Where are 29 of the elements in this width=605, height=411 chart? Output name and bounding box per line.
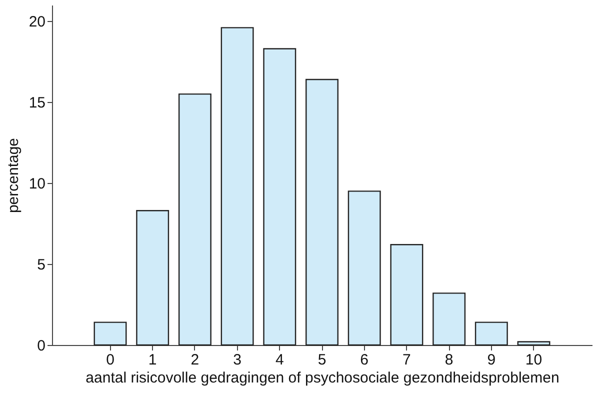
bar	[220, 27, 254, 346]
x-tick-label: 4	[275, 352, 284, 368]
y-tick-label: 0	[37, 338, 46, 354]
x-tick-label: 6	[360, 352, 369, 368]
y-tick-label: 10	[28, 176, 46, 193]
y-axis-title: percentage	[4, 138, 22, 214]
bar	[432, 292, 466, 346]
x-tick-label: 9	[487, 352, 496, 368]
y-tick-label: 15	[28, 94, 46, 112]
y-tick-label: 20	[28, 14, 46, 31]
bar	[306, 78, 338, 346]
x-tick-label: 8	[444, 352, 454, 368]
bar	[348, 190, 381, 346]
x-axis-title: aantal risicovolle gedragingen of psychosociale gezondheidsproblemen	[86, 370, 560, 386]
bar	[517, 341, 550, 346]
bar	[474, 322, 508, 346]
bar	[390, 244, 424, 346]
x-tick-label: 1	[148, 352, 157, 368]
bar	[178, 93, 212, 346]
x-tick-label: 3	[233, 352, 242, 368]
x-tick-label: 2	[190, 352, 200, 368]
x-tick-label: 0	[106, 352, 114, 368]
x-tick-label: 7	[402, 352, 411, 368]
bar	[263, 48, 296, 346]
x-tick-label: 10	[525, 352, 542, 368]
bar	[136, 210, 170, 346]
y-tick-label: 5	[37, 256, 46, 274]
bar	[94, 322, 127, 346]
x-tick-label: 5	[318, 352, 326, 368]
